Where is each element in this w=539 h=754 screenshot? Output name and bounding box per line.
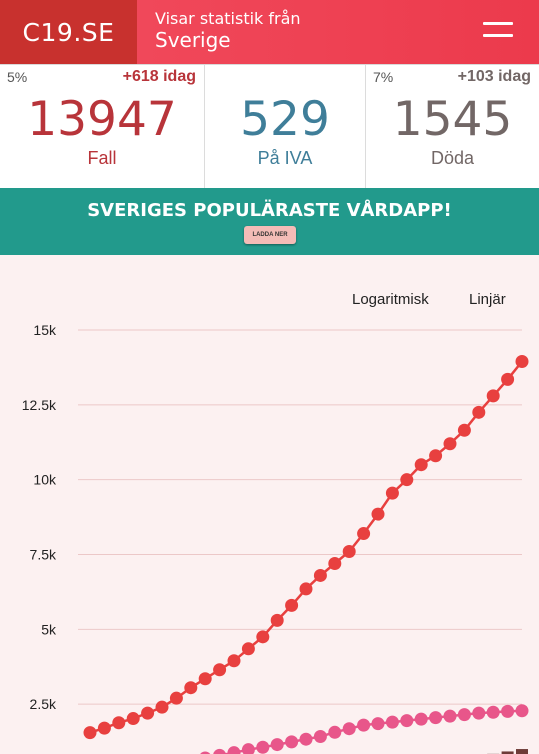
data-point: [241, 743, 255, 754]
data-point: [443, 709, 457, 723]
logo-text: C19.SE: [22, 17, 115, 47]
download-button[interactable]: LADDA NER: [244, 226, 296, 244]
data-point: [227, 746, 241, 754]
deaths-label: Döda: [430, 148, 475, 168]
icu-label: På IVA: [257, 148, 313, 168]
header-country[interactable]: Sverige: [155, 28, 231, 52]
data-point: [112, 716, 126, 730]
scale-toggle-linear[interactable]: Linjär: [469, 291, 506, 308]
data-point: [515, 704, 529, 718]
data-point: [357, 718, 371, 732]
data-point: [385, 715, 399, 729]
data-point: [299, 582, 313, 596]
scale-toggle-log[interactable]: Logaritmisk: [352, 291, 429, 308]
data-point: [256, 630, 270, 644]
data-point: [256, 740, 270, 754]
deaths-percent: 7%: [373, 69, 394, 85]
data-point: [516, 749, 528, 754]
deaths-value: 1545: [392, 92, 513, 147]
data-point: [313, 729, 327, 743]
promo-banner-text: SVERIGES POPULÄRASTE VÅRDAPP!: [87, 200, 452, 221]
data-point: [371, 717, 385, 731]
header-region-selector[interactable]: Visar statistik från Sverige: [137, 0, 539, 64]
data-point: [472, 405, 486, 419]
series-line-cases: [89, 360, 523, 734]
cases-percent: 5%: [7, 69, 28, 85]
y-tick-label: 7.5k: [30, 547, 57, 563]
stat-deaths: 7% +103 idag 1545 Döda: [365, 65, 539, 189]
data-point: [285, 598, 299, 612]
header-subtitle: Visar statistik från: [155, 9, 301, 28]
data-point: [472, 706, 486, 720]
data-point: [126, 712, 140, 726]
stat-icu: 529 På IVA: [204, 65, 365, 189]
data-point: [299, 732, 313, 746]
data-point: [227, 654, 241, 668]
data-point: [328, 556, 342, 570]
icu-value: 529: [240, 92, 330, 147]
y-tick-label: 15k: [33, 322, 57, 338]
data-point: [213, 663, 227, 677]
stat-cases: 5% +618 idag 13947 Fall: [0, 65, 204, 189]
cases-value: 13947: [27, 92, 177, 147]
data-point: [285, 735, 299, 749]
stats-panel: 5% +618 idag 13947 Fall 529 På IVA 7% +1…: [0, 64, 539, 189]
data-point: [429, 449, 443, 463]
data-point: [501, 751, 514, 754]
data-point: [270, 613, 284, 627]
data-point: [155, 700, 169, 714]
data-point: [371, 507, 385, 521]
data-point: [457, 423, 471, 437]
data-point: [385, 486, 399, 500]
data-point: [97, 721, 111, 735]
data-point: [313, 568, 327, 582]
data-point: [198, 672, 212, 686]
data-point: [184, 681, 198, 695]
hamburger-menu-icon[interactable]: [483, 18, 513, 42]
cases-today: +618 idag: [122, 68, 196, 85]
data-point: [141, 706, 155, 720]
data-point: [342, 722, 356, 736]
data-point: [501, 704, 515, 718]
y-tick-label: 10k: [33, 472, 57, 488]
data-point: [429, 711, 443, 725]
data-point: [400, 473, 414, 487]
cases-label: Fall: [87, 148, 117, 168]
top-bar: C19.SE Visar statistik från Sverige: [0, 0, 539, 64]
y-tick-label: 12.5k: [22, 397, 57, 413]
data-point: [443, 437, 457, 451]
data-point: [486, 705, 500, 719]
data-point: [515, 355, 529, 369]
data-point: [342, 545, 356, 559]
data-point: [414, 458, 428, 472]
data-point: [270, 738, 284, 752]
data-point: [357, 527, 371, 541]
data-point: [400, 714, 414, 728]
data-point: [414, 712, 428, 726]
chart-area: [0, 255, 539, 754]
data-point: [486, 389, 500, 403]
logo[interactable]: C19.SE: [0, 0, 137, 64]
data-point: [241, 642, 255, 656]
data-point: [213, 748, 226, 754]
y-tick-label: 2.5k: [30, 696, 57, 712]
data-point: [501, 372, 515, 386]
data-point: [83, 726, 97, 740]
y-tick-label: 5k: [41, 621, 57, 637]
data-point: [457, 708, 471, 722]
data-point: [169, 691, 183, 705]
data-point: [200, 751, 211, 754]
deaths-today: +103 idag: [457, 68, 531, 85]
data-point: [328, 725, 342, 739]
